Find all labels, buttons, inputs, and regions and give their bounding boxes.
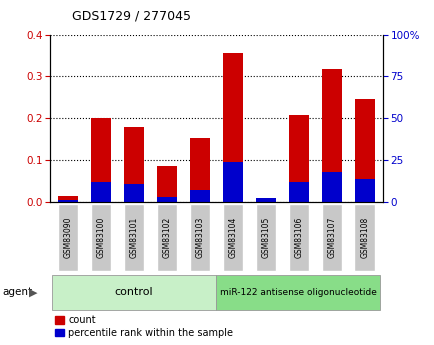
Text: GSM83101: GSM83101 <box>129 217 138 258</box>
FancyBboxPatch shape <box>288 204 308 271</box>
Bar <box>255 198 275 202</box>
FancyBboxPatch shape <box>156 204 177 271</box>
Bar <box>124 127 144 202</box>
Text: GSM83105: GSM83105 <box>261 217 270 258</box>
Bar <box>157 197 177 202</box>
FancyBboxPatch shape <box>52 275 216 310</box>
FancyBboxPatch shape <box>216 275 378 310</box>
Bar <box>58 196 78 202</box>
Text: GSM83090: GSM83090 <box>63 216 72 258</box>
Text: GSM83107: GSM83107 <box>326 217 335 258</box>
Text: ▶: ▶ <box>29 287 37 297</box>
Text: miR-122 antisense oligonucleotide: miR-122 antisense oligonucleotide <box>219 288 375 297</box>
Text: GSM83108: GSM83108 <box>359 217 368 258</box>
Bar <box>91 118 111 202</box>
FancyBboxPatch shape <box>189 204 210 271</box>
FancyBboxPatch shape <box>321 204 341 271</box>
Bar <box>288 115 308 202</box>
Bar <box>223 162 242 202</box>
Bar <box>321 69 341 202</box>
Legend: count, percentile rank within the sample: count, percentile rank within the sample <box>55 315 233 338</box>
FancyBboxPatch shape <box>91 204 111 271</box>
FancyBboxPatch shape <box>58 204 78 271</box>
FancyBboxPatch shape <box>124 204 144 271</box>
FancyBboxPatch shape <box>255 204 276 271</box>
Bar <box>157 166 177 202</box>
Bar <box>354 179 374 202</box>
Bar <box>255 198 275 202</box>
Bar <box>354 99 374 202</box>
Text: agent: agent <box>2 287 32 297</box>
Bar <box>223 53 242 202</box>
Text: GSM83106: GSM83106 <box>294 217 302 258</box>
Text: GSM83102: GSM83102 <box>162 217 171 258</box>
Text: GSM83100: GSM83100 <box>96 217 105 258</box>
Text: GSM83103: GSM83103 <box>195 217 204 258</box>
Bar <box>190 138 209 202</box>
Bar <box>288 182 308 202</box>
Bar <box>321 172 341 202</box>
Text: control: control <box>115 287 153 297</box>
Bar <box>58 200 78 202</box>
Text: GSM83104: GSM83104 <box>228 217 237 258</box>
Text: GDS1729 / 277045: GDS1729 / 277045 <box>72 9 191 22</box>
Bar <box>91 182 111 202</box>
Bar <box>124 184 144 202</box>
Bar <box>190 190 209 202</box>
FancyBboxPatch shape <box>354 204 374 271</box>
FancyBboxPatch shape <box>222 204 243 271</box>
